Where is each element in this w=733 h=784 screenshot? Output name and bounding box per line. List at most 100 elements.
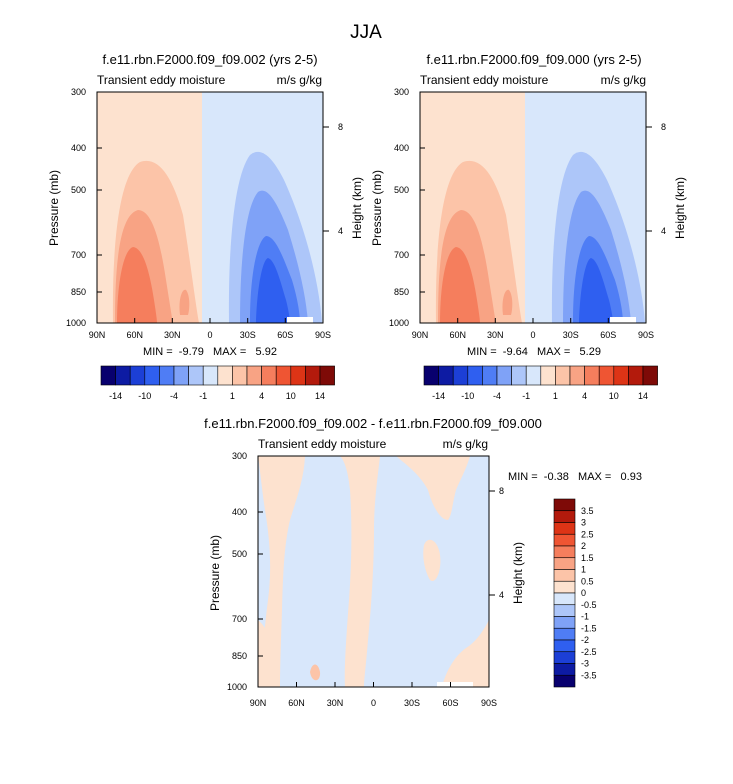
panel-1-colorbar-label: -1 — [199, 391, 207, 401]
panel-3-colorbar-label: 0 — [581, 588, 586, 598]
panel-2-x-tick-label: 30S — [563, 330, 579, 340]
panel-1-colorbar-color-box — [217, 365, 233, 386]
panel-3-x-tick-label: 30N — [327, 698, 344, 708]
panel-3-colorbar-color-box — [553, 510, 576, 523]
panel-3-colorbar-color-box — [553, 616, 576, 629]
panel-3-x-tick-label: 0 — [371, 698, 376, 708]
panel-1-units-label: m/s g/kg — [277, 73, 322, 87]
panel-2-y-tick-label: 1000 — [389, 318, 409, 328]
panel-3-colorbar-label: 0.5 — [581, 576, 594, 586]
panel-2-colorbar-color-box — [467, 365, 483, 386]
panel-1-colorbar-label: 4 — [259, 391, 264, 401]
panel-1-colorbar-color-box — [159, 365, 175, 386]
panel-1-min-max: MIN = -9.79 MAX = 5.92 — [143, 346, 277, 358]
panel-2-colorbar-label: 4 — [582, 391, 587, 401]
panel-3-colorbar-color-box — [553, 545, 576, 559]
panel-1-x-tick-label: 60S — [277, 330, 293, 340]
panel-1-colorbar-color-box — [275, 365, 292, 386]
panel-3-colorbar-label: -1.5 — [581, 623, 597, 633]
panel-2-colorbar-color-box — [613, 365, 629, 386]
panel-2-x-axis: 90N 60N 30N 0 30S 60S 90S — [412, 318, 654, 340]
panel-1-colorbar-color-box — [305, 365, 321, 386]
panel-1-colorbar-color-box — [173, 365, 189, 386]
panel-3-colorbar-color-box — [553, 604, 576, 617]
panel-3-colorbar-color-box — [553, 533, 576, 547]
panel-1-y-axis: 300 400 500 700 850 1000 Pressure (mb) — [47, 87, 102, 328]
panel-1-plot-area — [96, 91, 324, 324]
panel-1-x-tick-label: 30N — [164, 330, 181, 340]
panel-1-y-tick-label: 400 — [71, 143, 86, 153]
panel-2-y2-axis: 8 4 Height (km) — [646, 122, 687, 239]
panel-3-x-tick-label: 90S — [481, 698, 497, 708]
panel-3-colorbar-color-box — [553, 592, 576, 606]
panel-2-colorbar-color-box — [628, 365, 644, 386]
panel-1-x-tick-label: 90S — [315, 330, 331, 340]
panel-3-colorbar-label: -2 — [581, 635, 589, 645]
panel-2-colorbar-label: 10 — [609, 391, 619, 401]
panel-1-y2-axis: 8 4 Height (km) — [323, 122, 364, 239]
panel-2-colorbar-label: 14 — [638, 391, 648, 401]
panel-3-title: f.e11.rbn.F2000.f09_f09.002 - f.e11.rbn.… — [204, 416, 542, 431]
panel-3-colorbar-label: 2.5 — [581, 529, 594, 539]
panel-3-colorbar-color-box — [553, 663, 576, 676]
panel-1-x-tick-label: 60N — [126, 330, 143, 340]
panel-1-y2-tick-label: 8 — [338, 122, 343, 132]
panel-3-colorbar-label: 3.5 — [581, 506, 594, 516]
panel-3-colorbar-label: -1 — [581, 612, 589, 622]
panel-3-y-tick-label: 500 — [232, 549, 247, 559]
panel-2-y-axis: 300 400 500 700 850 1000 Pressure (mb) — [370, 87, 425, 328]
panel-3-colorbar-color-box — [553, 557, 576, 570]
panel-2-colorbar-color-box — [438, 365, 454, 386]
panel-2-y-tick-label: 850 — [394, 287, 409, 297]
panel-1-colorbar-color-box — [129, 365, 146, 386]
panel-1-colorbar-color-box — [144, 365, 160, 386]
panel-2-colorbar-color-box — [511, 365, 527, 386]
panel-3-colorbar: 3.5 32.5 2 1.5 10.5 0 -0.5 -1-1.5 -2 -2.5 -3-3.5 — [553, 498, 597, 688]
panel-2-x-tick-label: 30N — [487, 330, 504, 340]
panel-3-x-tick-label: 60S — [442, 698, 458, 708]
panel-1-colorbar-color-box — [100, 365, 116, 386]
panel-2-units-label: m/s g/kg — [601, 73, 646, 87]
panel-3-colorbar-label: 2 — [581, 541, 586, 551]
panel-1-y-axis-title: Pressure (mb) — [47, 170, 61, 246]
panel-2-y2-tick-label: 4 — [661, 226, 666, 236]
panel-2-colorbar-label: 1 — [553, 391, 558, 401]
panel-3-colorbar-label: -3 — [581, 659, 589, 669]
panel-1-y-tick-label: 850 — [71, 287, 86, 297]
panel-1-colorbar-label: 10 — [286, 391, 296, 401]
panel-3-colorbar-color-box — [553, 498, 576, 512]
panel-3-colorbar-color-box — [553, 522, 576, 535]
panel-2-colorbar-label: -4 — [493, 391, 501, 401]
panel-2-colorbar: -14 -10 -4 -1 1 4 10 14 — [423, 365, 658, 401]
panel-3-colorbar-label: -0.5 — [581, 600, 597, 610]
panel-3-y-tick-label: 300 — [232, 451, 247, 461]
panel-1-colorbar-color-box — [188, 365, 204, 386]
panel-1-title: f.e11.rbn.F2000.f09_f09.002 (yrs 2-5) — [102, 52, 317, 67]
panel-1-y-tick-label: 500 — [71, 185, 86, 195]
panel-2-x-tick-label: 60N — [449, 330, 466, 340]
panel-3-colorbar-label: -3.5 — [581, 670, 597, 680]
panel-2-x-tick-label: 90N — [412, 330, 429, 340]
panel-1-y2-axis-title: Height (km) — [350, 177, 364, 239]
panel-3-colorbar-label: 3 — [581, 518, 586, 528]
panel-3-y-tick-label: 850 — [232, 651, 247, 661]
panel-2-y2-axis-title: Height (km) — [673, 177, 687, 239]
panel-1-x-tick-label: 0 — [207, 330, 212, 340]
panel-2-y-axis-title: Pressure (mb) — [370, 170, 384, 246]
panel-1-colorbar-label: 1 — [230, 391, 235, 401]
panel-2-x-tick-label: 60S — [600, 330, 616, 340]
panel-3-x-tick-label: 90N — [250, 698, 267, 708]
panel-1-colorbar-label: -4 — [170, 391, 178, 401]
panel-3-y-axis-title: Pressure (mb) — [208, 535, 222, 611]
panel-2-colorbar-color-box — [584, 365, 600, 386]
panel-2-plot-area — [419, 91, 647, 324]
panel-3-y2-tick-label: 8 — [499, 486, 504, 496]
panel-3-colorbar-label: -2.5 — [581, 647, 597, 657]
panel-3-colorbar-color-box — [553, 674, 576, 688]
panel-3-colorbar-color-box — [553, 569, 576, 582]
panel-2-colorbar-label: -14 — [432, 391, 445, 401]
panel-3-x-tick-label: 60N — [288, 698, 305, 708]
panel-2-y-tick-label: 400 — [394, 143, 409, 153]
panel-2: f.e11.rbn.F2000.f09_f09.000 (yrs 2-5) Tr… — [370, 52, 687, 358]
